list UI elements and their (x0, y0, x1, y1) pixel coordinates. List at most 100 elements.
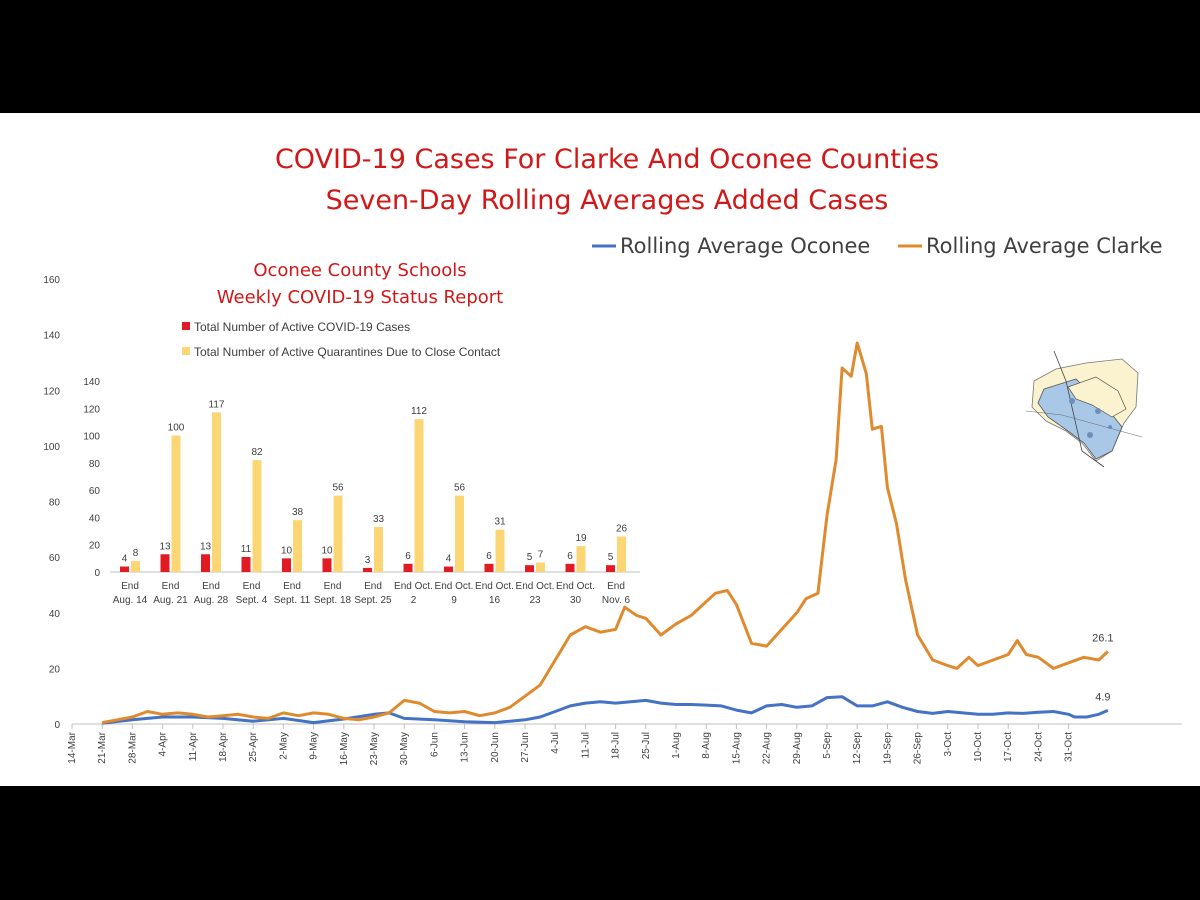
inset-category-label: 9 (451, 595, 457, 606)
inset-category-label: Sept. 4 (236, 595, 268, 606)
inset-category-label: End (283, 581, 301, 592)
x-tick-label: 5-Sep (822, 732, 833, 759)
inset-category-label: End (121, 581, 139, 592)
y-tick-label: 140 (43, 331, 60, 342)
inset-category-label: End (243, 581, 261, 592)
inset-subtitle: Weekly COVID-19 Status Report (217, 287, 503, 308)
bar-value-label: 56 (332, 483, 344, 494)
bar-quarantines (171, 435, 181, 572)
bar-value-label: 5 (527, 552, 533, 563)
bar-value-label: 31 (494, 517, 506, 528)
legend-label-clarke: Rolling Average Clarke (926, 234, 1163, 258)
inset-y-tick-label: 60 (89, 486, 101, 497)
inset-category-label: End (202, 581, 220, 592)
bar-active-cases (241, 556, 251, 572)
bar-value-label: 38 (292, 507, 304, 518)
bar-active-cases (282, 558, 291, 572)
main-series: 4.9 26.1 (101, 341, 1114, 725)
county-map-icon (1025, 350, 1143, 468)
x-tick-label: 10-Oct (973, 732, 984, 762)
bar-active-cases (322, 558, 332, 572)
inset-y-tick-label: 100 (83, 432, 100, 443)
inset-legend-label: Total Number of Active Quarantines Due t… (194, 345, 501, 359)
bar-value-label: 10 (281, 545, 293, 556)
inset-category-label: 2 (411, 595, 417, 606)
bar-quarantines (536, 562, 545, 572)
x-tick-label: 11-Apr (188, 731, 199, 761)
x-tick-label: 12-Sep (852, 732, 863, 765)
chart-panel: COVID-19 Cases For Clarke And Oconee Cou… (0, 113, 1200, 786)
inset-legend-swatch (182, 322, 190, 330)
bar-value-label: 11 (241, 544, 252, 555)
bar-value-label: 7 (538, 549, 544, 560)
inset-category-label: End Oct. (475, 581, 514, 592)
inset-y-tick-label: 120 (83, 404, 100, 415)
inset-category-label: End Oct. (394, 581, 433, 592)
x-tick-label: 4-Jul (550, 732, 561, 754)
bar-quarantines (131, 561, 140, 572)
y-tick-label: 160 (43, 275, 60, 286)
x-tick-label: 21-Mar (97, 731, 108, 763)
y-tick-label: 20 (49, 664, 61, 675)
x-tick-label: 13-Jun (460, 732, 471, 763)
inset-category-label: Sept. 11 (274, 595, 311, 606)
bar-value-label: 26 (616, 524, 628, 535)
x-tick-label: 31-Oct (1064, 732, 1075, 762)
x-tick-label: 18-Jul (611, 732, 622, 759)
bar-quarantines (252, 460, 262, 572)
series-line-oconee (102, 695, 1109, 725)
x-tick-label: 26-Sep (913, 732, 924, 765)
bar-value-label: 8 (133, 548, 139, 559)
bar-active-cases (484, 563, 494, 572)
inset-legend-label: Total Number of Active COVID-19 Cases (194, 320, 410, 334)
bar-value-label: 5 (608, 552, 614, 563)
x-tick-label: 6-Jun (429, 732, 440, 757)
x-tick-label: 29-Aug (792, 732, 803, 764)
bar-active-cases (403, 563, 413, 572)
y-tick-label: 40 (49, 609, 61, 620)
x-tick-label: 22-Aug (762, 732, 773, 764)
bar-quarantines (455, 495, 464, 572)
inset-category-label: 16 (489, 595, 501, 606)
inset-category-label: 30 (570, 595, 582, 606)
x-tick-label: 25-Jul (641, 732, 652, 759)
bar-quarantines (293, 520, 302, 572)
bar-value-label: 112 (411, 406, 427, 417)
inset-y-tick-label: 0 (94, 568, 100, 579)
inset-category-label: Aug. 21 (153, 595, 188, 606)
x-tick-label: 25-Apr (248, 731, 259, 762)
y-tick-label: 80 (49, 498, 61, 509)
x-tick-label: 18-Apr (218, 731, 229, 762)
bar-quarantines (212, 412, 221, 572)
inset-category-label: Nov. 6 (602, 595, 631, 606)
bar-value-label: 6 (567, 551, 573, 562)
bar-value-label: 56 (454, 483, 466, 494)
bar-value-label: 4 (446, 554, 452, 565)
x-tick-label: 9-May (309, 732, 320, 760)
x-tick-label: 28-Mar (127, 731, 138, 763)
bar-value-label: 6 (486, 551, 492, 562)
x-tick-label: 3-Oct (943, 732, 954, 757)
y-tick-label: 60 (49, 553, 61, 564)
inset-category-label: End (364, 581, 382, 592)
x-tick-label: 17-Oct (1003, 732, 1014, 762)
bar-value-label: 13 (159, 541, 171, 552)
bar-quarantines (333, 495, 343, 572)
end-value-label: 26.1 (1092, 632, 1113, 644)
x-tick-label: 19-Sep (882, 732, 893, 765)
bar-value-label: 13 (200, 541, 212, 552)
inset-category-label: Sept. 18 (314, 595, 352, 606)
inset-category-label: End Oct. (435, 581, 474, 592)
y-tick-label: 100 (43, 442, 60, 453)
inset-y-tick-label: 80 (89, 459, 101, 470)
bar-value-label: 19 (575, 533, 587, 544)
bar-active-cases (120, 566, 129, 572)
x-tick-label: 16-May (339, 732, 350, 765)
bar-active-cases (363, 567, 372, 572)
bar-value-label: 82 (251, 447, 263, 458)
x-tick-label: 30-May (399, 732, 410, 765)
bar-value-label: 10 (321, 545, 333, 556)
inset-category-label: End Oct. (556, 581, 595, 592)
inset-category-label: End (324, 581, 342, 592)
bar-quarantines (374, 526, 383, 572)
